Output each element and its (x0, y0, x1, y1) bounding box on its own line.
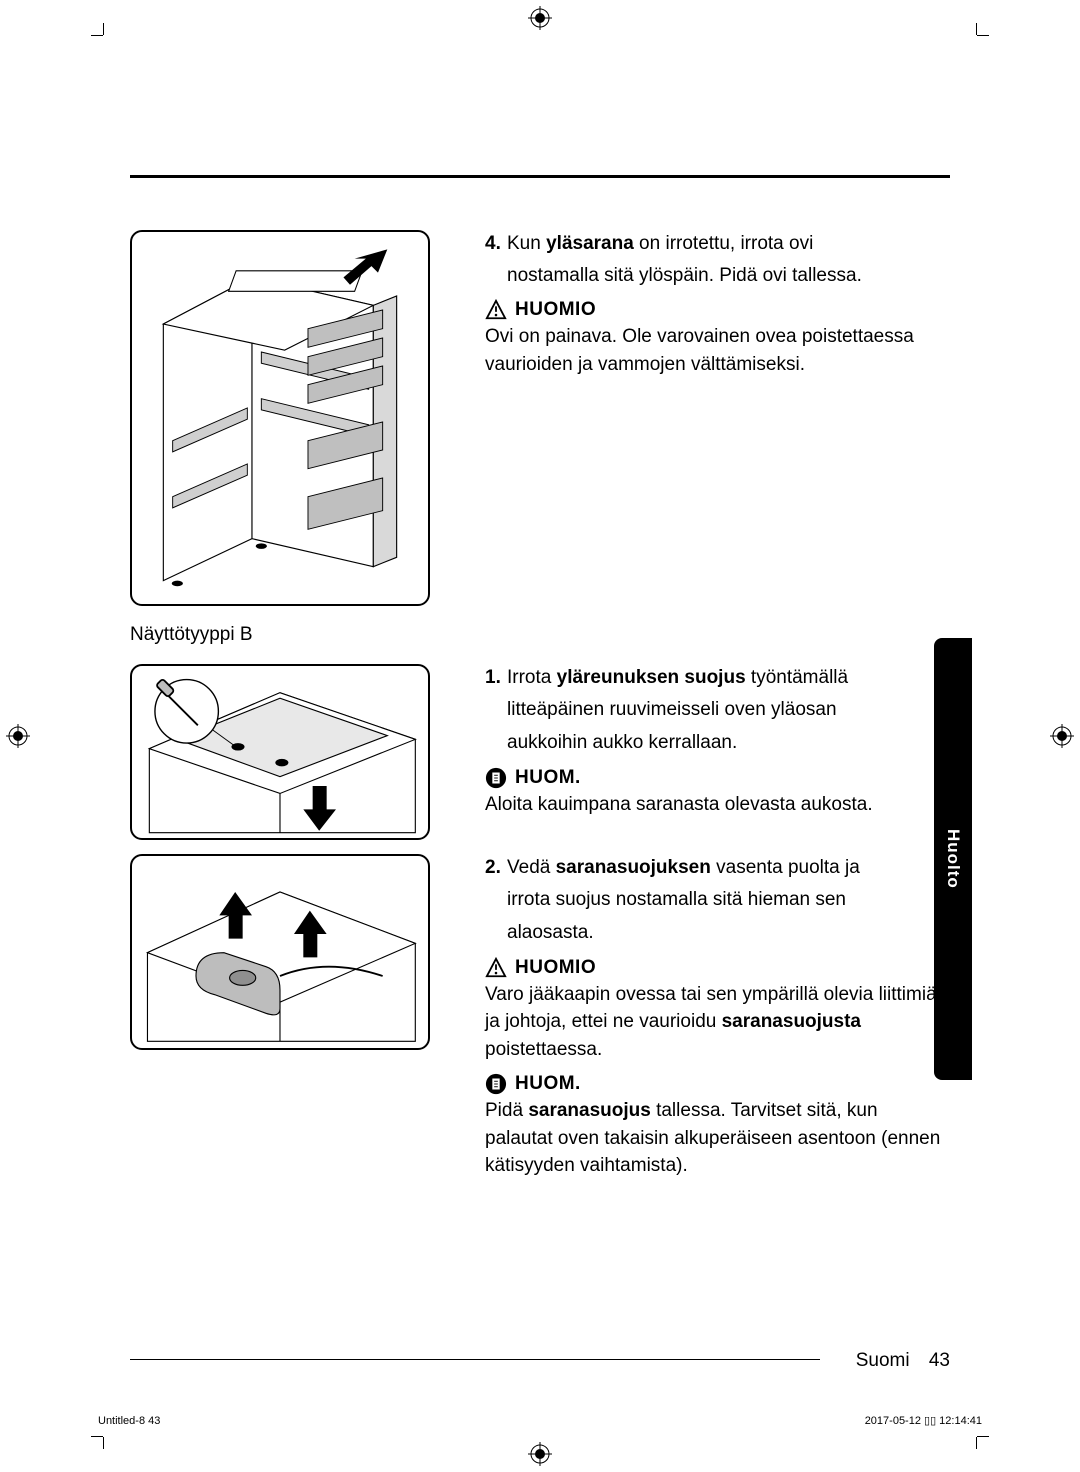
step-2-line2: irrota suojus nostamalla sitä hieman sen (507, 886, 950, 914)
crop-mark (976, 1437, 977, 1449)
figure-fridge-door-removal (130, 230, 430, 606)
caution-row: HUOMIO (485, 299, 950, 321)
figure-hinge-cover-removal (130, 854, 430, 1050)
figure-top-trim-removal (130, 664, 430, 840)
note-label-2: HUOM. (515, 1073, 581, 1095)
display-type-label: Näyttötyyppi B (130, 624, 455, 646)
crop-mark (977, 1436, 989, 1437)
registration-mark-icon (528, 6, 552, 30)
note-page-icon (485, 767, 507, 789)
crop-mark (91, 35, 103, 36)
footer-page-number: 43 (929, 1350, 950, 1371)
caution-label: HUOMIO (515, 299, 596, 321)
crop-mark (103, 23, 104, 35)
step-2-block: 2.Vedä saranasuojuksen vasenta puolta ja… (485, 854, 950, 1180)
note-label: HUOM. (515, 767, 581, 789)
step-1-line2: litteäpäinen ruuvimeisseli oven yläosan (507, 696, 950, 724)
page-footer: Suomi 43 (856, 1350, 950, 1372)
repl-step2: 2.Vedä saranasuojuksen vasenta puolta ja (485, 854, 950, 882)
body-area: Näyttötyyppi B (130, 230, 950, 1342)
note-body: Aloita kauimpana saranasta olevasta auko… (485, 791, 950, 819)
fridge-illustration-icon (140, 240, 420, 591)
footer-language: Suomi (856, 1350, 910, 1371)
step-2-line3: alaosasta. (507, 919, 950, 947)
note-row: HUOM. (485, 767, 950, 789)
caution-triangle-icon (485, 299, 507, 321)
repl-step4: 4.Kun yläsarana on irrotettu, irrota ovi (485, 230, 950, 258)
step-1-line3: aukkoihin aukko kerrallaan. (507, 729, 950, 757)
hinge-cover-illustration-icon (140, 864, 420, 1047)
crop-mark (977, 35, 989, 36)
spacer (485, 606, 950, 664)
repl-step1: 1.Irrota yläreunuksen suojus työntämällä (485, 664, 950, 692)
footer-rule (130, 1359, 820, 1360)
print-meta-left: Untitled-8 43 (98, 1415, 160, 1427)
registration-mark-icon (6, 724, 30, 748)
left-column: Näyttötyyppi B (130, 230, 455, 1064)
page-content: Näyttötyyppi B (130, 175, 950, 1382)
right-column: 4.Kun yläsarana on irrotettu, irrota ovi… (485, 230, 950, 1190)
repl-huom2: Pidä saranasuojus tallessa. Tarvitset si… (485, 1097, 950, 1180)
step-4-block: 4.Kun yläsarana on irrotettu, irrota ovi… (485, 230, 950, 606)
step-4-line2: nostamalla sitä ylöspäin. Pidä ovi talle… (507, 262, 950, 290)
top-rule (130, 175, 950, 178)
arrow-lift-icon (343, 249, 387, 284)
repl-huomio2: Varo jääkaapin ovessa tai sen ympärillä … (485, 981, 950, 1064)
caution-label-2: HUOMIO (515, 957, 596, 979)
crop-mark (91, 1436, 103, 1437)
trim-removal-illustration-icon (140, 674, 420, 838)
print-meta-right: 2017-05-12 ▯▯ 12:14:41 (865, 1414, 982, 1427)
registration-mark-icon (1050, 724, 1074, 748)
note-page-icon (485, 1073, 507, 1095)
crop-mark (103, 1437, 104, 1449)
registration-mark-icon (528, 1442, 552, 1466)
note-row-2: HUOM. (485, 1073, 950, 1095)
caution-triangle-icon (485, 957, 507, 979)
crop-mark (976, 23, 977, 35)
caution-body: Ovi on painava. Ole varovainen ovea pois… (485, 323, 950, 378)
step-1-block: 1.Irrota yläreunuksen suojus työntämällä… (485, 664, 950, 854)
caution-row-2: HUOMIO (485, 957, 950, 979)
